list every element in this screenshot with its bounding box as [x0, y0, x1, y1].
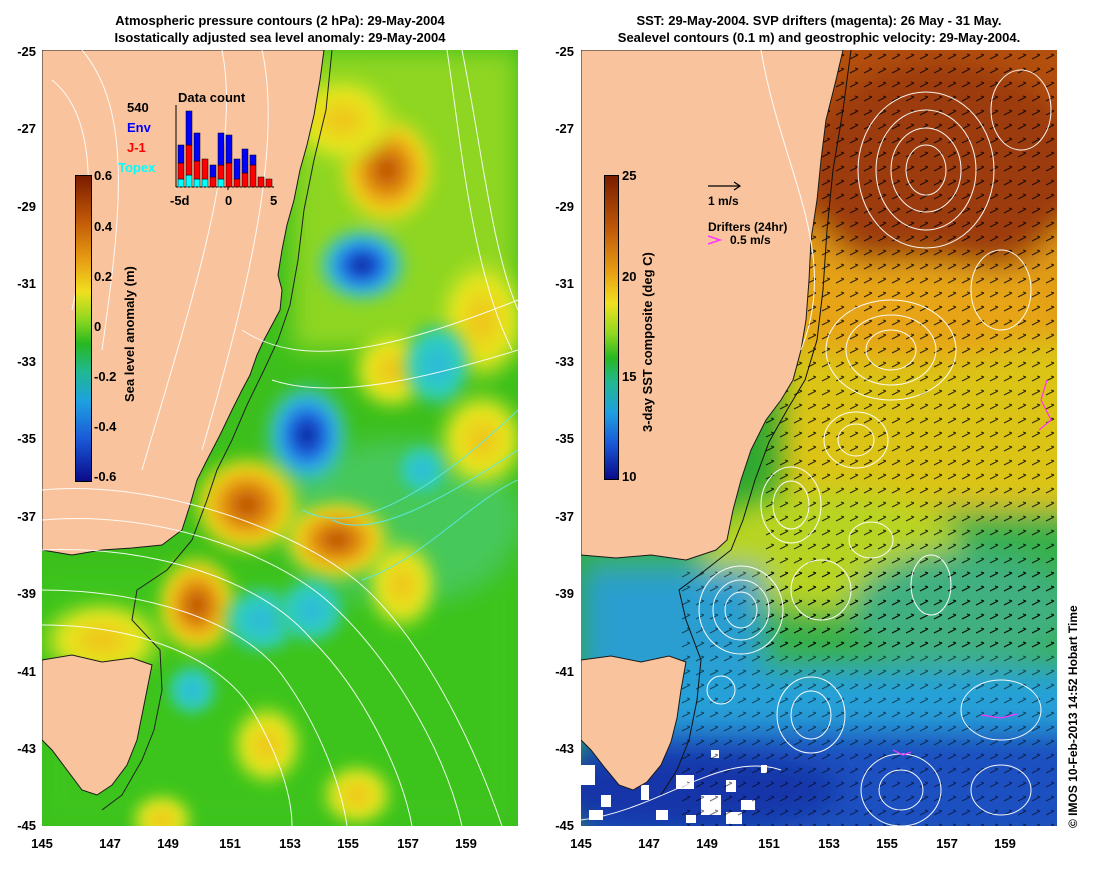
sla-tick-4: -0.2: [94, 369, 117, 384]
inset-xtick-1: 0: [225, 193, 233, 208]
right-lon-tick-1: 147: [638, 836, 660, 851]
left-title-line2: Isostatically adjusted sea level anomaly…: [114, 30, 446, 45]
left-lon-tick-1: 147: [99, 836, 121, 851]
right-lat-tick-2: -29: [555, 199, 574, 214]
right-lat-tick-4: -33: [555, 354, 574, 369]
left-lat-tick-10: -45: [17, 818, 36, 833]
right-lat-tick-10: -45: [555, 818, 574, 833]
right-lat-tick-0: -25: [555, 44, 574, 59]
sst-tick-2: 15: [622, 369, 637, 384]
velocity-scale-label: 1 m/s: [708, 194, 739, 208]
tasmania-land-sst: [581, 655, 687, 791]
drifters-legend-title: Drifters (24hr): [708, 220, 788, 234]
drifter-tracks: [892, 379, 1052, 756]
sla-tick-1: 0.4: [94, 219, 113, 234]
right-lat-tick-9: -43: [555, 741, 574, 756]
sla-tick-6: -0.6: [94, 469, 117, 484]
left-lat-tick-4: -33: [17, 354, 36, 369]
sst-map-graphic: [581, 50, 1057, 826]
sla-tick-3: 0: [94, 319, 102, 334]
legend-env: Env: [127, 120, 151, 135]
imos-credit: © IMOS 10-Feb-2013 14:52 Hobart Time: [1066, 605, 1080, 828]
sst-tick-3: 10: [622, 469, 637, 484]
data-count-title: Data count: [178, 90, 246, 105]
right-lon-tick-2: 149: [696, 836, 718, 851]
sst-colorbar-label: 3-day SST composite (deg C): [640, 252, 655, 432]
left-lat-tick-1: -27: [17, 121, 36, 136]
inset-xtick-0: -5d: [170, 193, 190, 208]
right-lat-tick-1: -27: [555, 121, 574, 136]
right-lat-tick-3: -31: [555, 276, 574, 291]
tasmania-land: [42, 654, 153, 796]
left-lat-tick-8: -41: [17, 664, 36, 679]
sst-colorbar: [604, 175, 619, 480]
right-title-line2: Sealevel contours (0.1 m) and geostrophi…: [617, 30, 1021, 45]
left-lon-tick-0: 145: [31, 836, 53, 851]
left-lat-tick-3: -31: [17, 276, 36, 291]
left-lon-tick-2: 149: [157, 836, 179, 851]
left-lat-tick-7: -39: [17, 586, 36, 601]
histogram-bars: [177, 110, 273, 188]
drifter-arrow-icon: [707, 235, 723, 245]
left-lat-tick-6: -37: [17, 509, 36, 524]
legend-j1: J-1: [127, 140, 146, 155]
sst-tick-0: 25: [622, 168, 637, 183]
drifters-legend-value: 0.5 m/s: [730, 233, 771, 247]
right-lon-tick-7: 159: [994, 836, 1016, 851]
data-count-total: 540: [127, 100, 149, 115]
sla-tick-2: 0.2: [94, 269, 113, 284]
left-lat-tick-2: -29: [17, 199, 36, 214]
right-lat-tick-8: -41: [555, 664, 574, 679]
velocity-scale-arrow: [708, 181, 742, 191]
left-lat-tick-5: -35: [17, 431, 36, 446]
sla-colorbar: [75, 175, 92, 482]
sea-level-anomaly-map[interactable]: [42, 50, 518, 826]
sst-tick-1: 20: [622, 269, 637, 284]
right-lat-tick-7: -39: [555, 586, 574, 601]
left-lon-tick-5: 155: [337, 836, 359, 851]
left-lat-tick-9: -43: [17, 741, 36, 756]
left-lon-tick-4: 153: [279, 836, 301, 851]
left-lat-tick-0: -25: [17, 44, 36, 59]
sla-tick-0: 0.6: [94, 168, 113, 183]
sealevel-contours: [581, 50, 1052, 826]
australia-land-sst: [581, 50, 844, 561]
left-lon-tick-6: 157: [397, 836, 419, 851]
sla-map-graphic: [42, 50, 518, 826]
right-lon-tick-5: 155: [876, 836, 898, 851]
sst-map[interactable]: [581, 50, 1057, 826]
right-lat-tick-5: -35: [555, 431, 574, 446]
left-title-line1: Atmospheric pressure contours (2 hPa): 2…: [115, 13, 445, 28]
sla-tick-5: -0.4: [94, 419, 117, 434]
left-lon-tick-7: 159: [455, 836, 477, 851]
right-lon-tick-3: 151: [758, 836, 780, 851]
right-lon-tick-0: 145: [570, 836, 592, 851]
legend-topex: Topex: [118, 160, 156, 175]
sla-colorbar-label: Sea level anomaly (m): [122, 266, 137, 402]
right-lat-tick-6: -37: [555, 509, 574, 524]
data-count-histogram: [175, 105, 276, 190]
right-lon-tick-4: 153: [818, 836, 840, 851]
left-lon-tick-3: 151: [219, 836, 241, 851]
inset-xtick-2: 5: [270, 193, 278, 208]
right-title-line1: SST: 29-May-2004. SVP drifters (magenta)…: [636, 13, 1002, 28]
right-lon-tick-6: 157: [936, 836, 958, 851]
